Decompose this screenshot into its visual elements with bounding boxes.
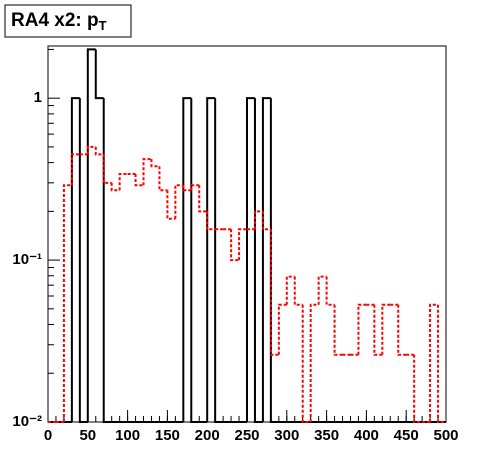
histogram-bin	[437, 304, 446, 423]
histogram-bin	[62, 184, 72, 422]
histogram-bin	[253, 210, 263, 230]
histogram-bin	[110, 182, 120, 192]
title-main: RA4 x2: p	[11, 10, 99, 31]
histogram-bin	[261, 211, 271, 231]
x-tick-label: 50	[79, 427, 96, 444]
histogram-bin	[301, 304, 311, 423]
histogram-bin	[118, 173, 128, 191]
histogram-bin	[269, 98, 279, 423]
histogram-bin	[134, 174, 144, 187]
histogram-bin	[94, 146, 104, 156]
histogram-bin	[381, 303, 391, 355]
x-tick-label: 450	[394, 427, 419, 444]
histogram-bin	[142, 158, 152, 186]
histogram-bin	[333, 304, 343, 356]
x-tick-label: 250	[234, 427, 259, 444]
x-tick-label: 400	[354, 427, 379, 444]
histogram-bin	[357, 303, 367, 355]
histogram-bin	[309, 303, 319, 422]
y-tick-label: 10⁻²	[12, 413, 42, 430]
histogram-bin	[206, 211, 216, 231]
histogram-bin	[102, 98, 112, 423]
x-tick-label: 0	[44, 427, 52, 444]
histogram-bin	[182, 97, 192, 422]
title-box	[4, 4, 132, 38]
histogram-bin	[70, 97, 80, 422]
histogram-bin	[269, 229, 279, 356]
histogram-bin	[246, 97, 255, 422]
histogram-bin	[238, 228, 247, 261]
title-subscript: T	[99, 18, 107, 33]
histogram-bin	[198, 185, 208, 213]
histogram-bin	[190, 98, 200, 423]
histogram-bin	[261, 97, 271, 422]
histogram-bin	[86, 145, 96, 155]
histogram-bin	[214, 98, 224, 423]
x-tick-label: 300	[274, 427, 299, 444]
x-tick-label: 500	[433, 427, 458, 444]
histogram-bin	[190, 184, 200, 191]
histogram-bin	[277, 303, 287, 355]
histogram-bin	[150, 159, 160, 168]
histogram-bin	[182, 185, 192, 192]
histogram-bin	[413, 354, 423, 423]
x-tick-label: 350	[314, 427, 339, 444]
chart-title: RA4 x2: pT	[11, 10, 107, 33]
histogram-bin	[397, 304, 407, 356]
y-tick-label: 10⁻¹	[12, 251, 42, 268]
histogram-bin	[206, 97, 216, 422]
histogram-bin	[429, 303, 439, 422]
x-tick-label: 200	[195, 427, 220, 444]
histogram-bin	[253, 98, 263, 423]
y-tick-label: 1	[34, 89, 42, 106]
x-tick-label: 150	[155, 427, 180, 444]
histogram-bin	[94, 49, 104, 100]
x-tick-label: 100	[115, 427, 140, 444]
histogram-bin	[373, 304, 383, 356]
histogram-bin	[78, 98, 88, 423]
histogram-bin	[174, 184, 184, 219]
histogram-bin	[70, 153, 80, 186]
histogram-bin	[86, 48, 96, 422]
histogram-bin	[230, 229, 240, 262]
